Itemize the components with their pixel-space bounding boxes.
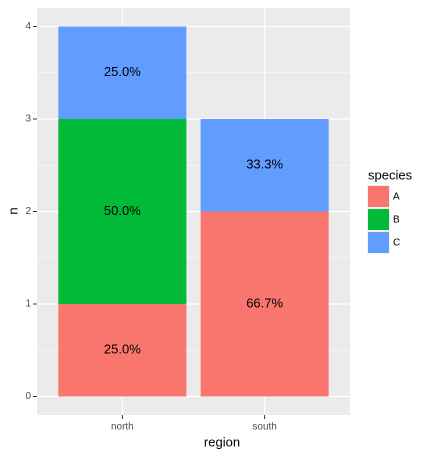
legend-label: C	[393, 238, 400, 249]
bar-label: 25.0%	[104, 64, 141, 79]
bar-segment	[200, 211, 329, 397]
x-tick-label: north	[111, 422, 134, 433]
bar-segment	[58, 119, 187, 304]
bar-label: 33.3%	[246, 157, 283, 172]
bar-label: 25.0%	[104, 342, 141, 357]
bar-label: 50.0%	[104, 203, 141, 218]
bar-label: 66.7%	[246, 295, 283, 310]
bar-segment	[200, 119, 329, 212]
y-tick-label: 3	[25, 114, 31, 125]
y-axis-title: n	[5, 207, 20, 214]
bar-segment	[58, 26, 187, 119]
x-axis-title: region	[204, 434, 240, 449]
legend-title: species	[368, 167, 413, 182]
y-tick-label: 4	[25, 21, 31, 32]
legend-swatch	[368, 232, 389, 253]
y-tick-label: 1	[25, 299, 31, 310]
y-tick-label: 0	[25, 391, 31, 402]
bar-segment	[58, 304, 187, 397]
y-tick-label: 2	[25, 206, 31, 217]
x-tick-label: south	[252, 422, 276, 433]
legend-label: A	[393, 192, 400, 203]
legend-swatch	[368, 186, 389, 207]
legend-label: B	[393, 215, 400, 226]
legend-swatch	[368, 209, 389, 230]
